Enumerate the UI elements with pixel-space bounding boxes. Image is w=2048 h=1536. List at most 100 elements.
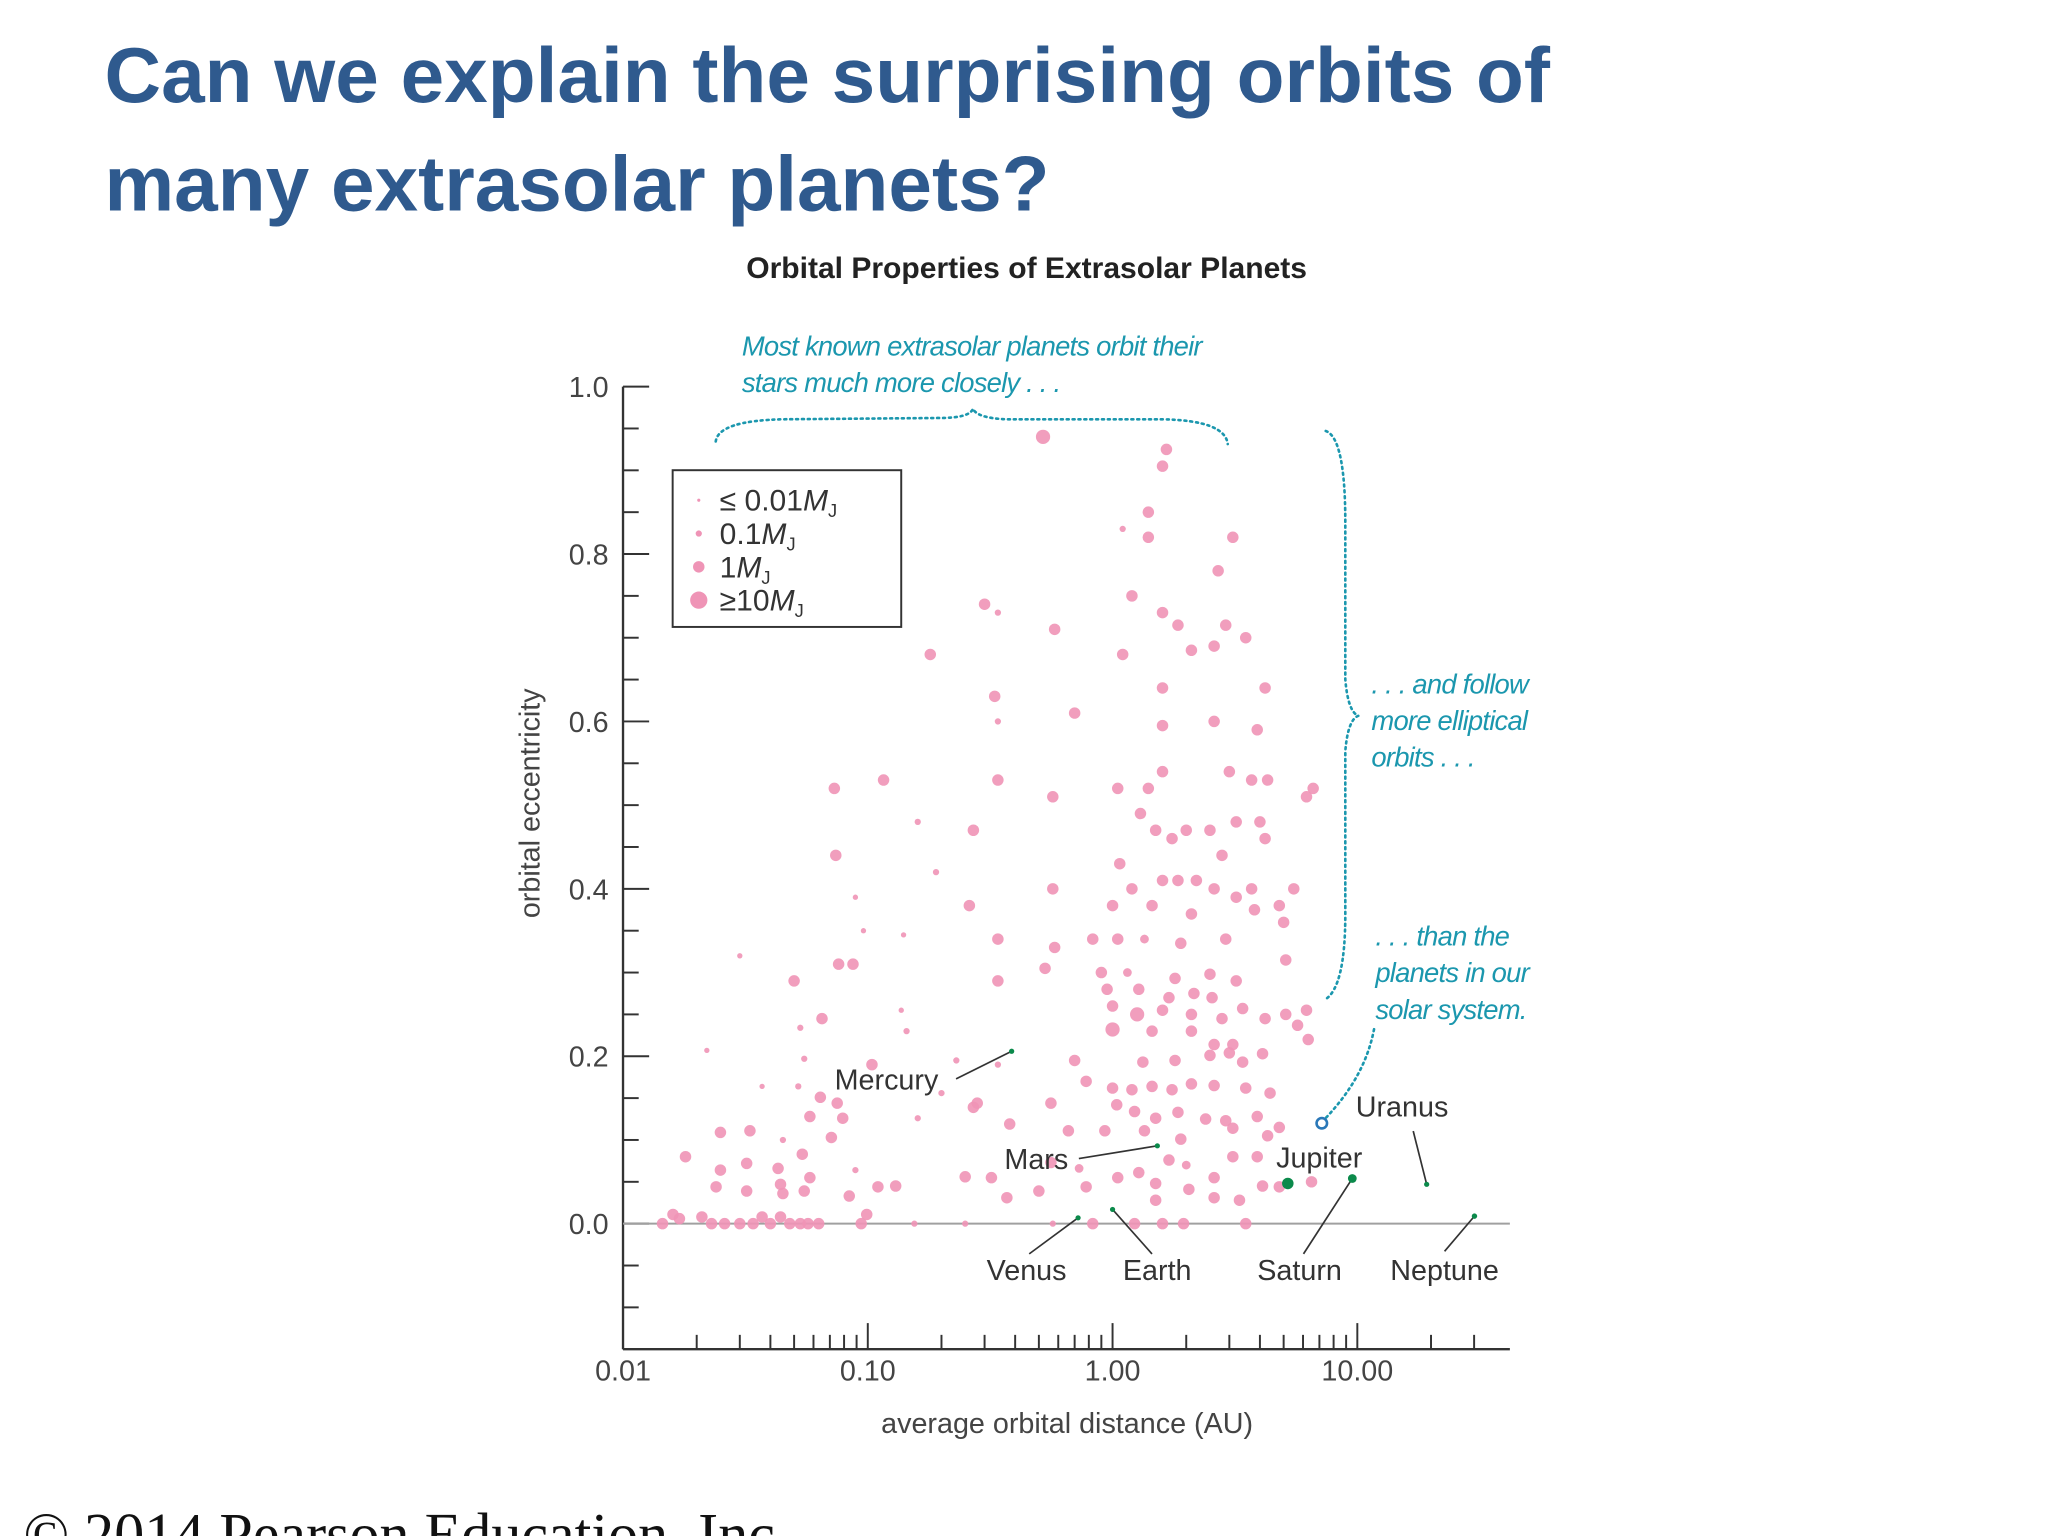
planet-point	[1172, 619, 1184, 631]
legend-marker	[693, 561, 705, 573]
brace	[714, 405, 1230, 446]
planet-point	[1074, 1164, 1084, 1173]
legend-prefix: 0.1	[720, 518, 762, 551]
solar-planet-label: Mars	[1004, 1144, 1068, 1176]
leader-line	[1078, 1144, 1158, 1160]
planet-point	[1156, 606, 1169, 619]
planet-point	[1175, 937, 1187, 950]
planet-point	[1146, 899, 1158, 912]
planet-point	[1181, 1160, 1191, 1170]
planet-point	[804, 1110, 816, 1123]
planet-point	[992, 975, 1004, 987]
y-axis-label: orbital eccentricity	[514, 688, 546, 918]
planet-point	[774, 1178, 787, 1191]
planet-point	[1185, 1078, 1198, 1090]
planet-point	[963, 899, 976, 912]
planet-point	[1045, 1156, 1057, 1169]
legend-prefix: 1	[720, 551, 737, 584]
planet-point	[1227, 1150, 1239, 1163]
planet-point	[988, 690, 1001, 703]
planet-point	[1101, 983, 1113, 996]
planet-point	[1239, 1082, 1252, 1094]
solar-planet-label: Mercury	[835, 1064, 939, 1096]
solar-planet-point	[1282, 1177, 1294, 1190]
planet-point	[1142, 506, 1155, 518]
planet-point	[1300, 1004, 1313, 1016]
planet-point	[938, 1089, 945, 1097]
planet-point	[1146, 1080, 1158, 1093]
legend-marker	[697, 498, 701, 502]
planet-point	[1163, 1154, 1175, 1166]
legend-marker	[695, 530, 702, 537]
planet-point	[831, 1097, 843, 1109]
solar-planet-label: Earth	[1123, 1255, 1192, 1287]
y-tick-label: 0.2	[569, 1042, 609, 1074]
y-tick-label: 0.6	[569, 707, 609, 739]
planet-point	[1172, 874, 1184, 887]
planet-point	[1219, 619, 1232, 631]
planet-point	[1180, 824, 1192, 836]
planet-point	[1227, 531, 1239, 544]
planet-point	[1048, 941, 1061, 954]
planet-point	[679, 1150, 692, 1163]
planet-point	[1188, 987, 1200, 1000]
planet-point	[828, 782, 841, 795]
legend-marker	[690, 591, 708, 609]
x-tick-label: 0.01	[595, 1356, 651, 1388]
y-tick-label: 0.0	[569, 1209, 609, 1241]
planet-point	[1219, 1114, 1232, 1127]
planet-point	[932, 868, 940, 876]
solar-planet-point	[1424, 1181, 1430, 1187]
planet-point	[747, 1217, 759, 1230]
planet-point	[1307, 782, 1319, 795]
annotation: . . . and follow	[1371, 669, 1531, 700]
planet-point	[1156, 682, 1169, 694]
annotation: Most known extrasolar planets orbit thei…	[742, 330, 1205, 361]
leader-line	[1443, 1215, 1476, 1252]
solar-planet-point	[1154, 1143, 1160, 1149]
planet-point	[784, 1217, 796, 1230]
planet-point	[872, 1181, 884, 1193]
legend-prefix: ≥10	[720, 585, 770, 618]
planet-point	[1126, 590, 1138, 602]
planet-point	[1208, 1038, 1220, 1051]
planet-point	[1003, 1118, 1016, 1130]
planet-point	[1305, 1176, 1318, 1188]
planet-point	[1142, 531, 1155, 544]
planet-point	[1273, 899, 1286, 912]
annotation: orbits . . .	[1371, 742, 1474, 773]
slide-title: Can we explain the surprising orbits of	[104, 31, 1550, 119]
planet-point	[959, 1171, 971, 1183]
planet-point	[1166, 832, 1178, 845]
footer: © 2014 Pearson Education, Inc.	[24, 1500, 790, 1536]
leader-line	[1302, 1178, 1354, 1255]
planet-point	[1149, 824, 1162, 836]
planet-point	[1114, 857, 1126, 870]
leader-line	[955, 1050, 1013, 1080]
annotation: . . . than the	[1375, 921, 1509, 952]
leader-line	[1412, 1130, 1428, 1185]
legend-symbol: M	[803, 485, 829, 518]
annotation: solar system.	[1375, 994, 1526, 1025]
annotation: planets in our	[1374, 957, 1531, 988]
solar-planet-label: Venus	[987, 1255, 1067, 1287]
planet-point	[1230, 891, 1242, 903]
planet-point	[737, 953, 743, 959]
planet-point	[1261, 774, 1274, 786]
planet-point	[953, 1057, 960, 1064]
planet-point	[1259, 832, 1271, 845]
planet-point	[1230, 816, 1242, 828]
planet-point	[710, 1181, 722, 1193]
planet-point	[860, 1208, 873, 1221]
planet-point	[801, 1055, 808, 1062]
planet-point	[796, 1148, 809, 1160]
planet-point	[1204, 1049, 1216, 1062]
planet-point	[1039, 962, 1051, 975]
planet-point	[705, 1217, 718, 1230]
planet-point	[1140, 934, 1149, 944]
planet-point	[994, 718, 1002, 725]
planet-point	[847, 958, 859, 970]
planet-point	[1138, 1125, 1151, 1137]
planet-point	[1049, 1220, 1056, 1227]
solar-planet-point	[1109, 1206, 1116, 1213]
